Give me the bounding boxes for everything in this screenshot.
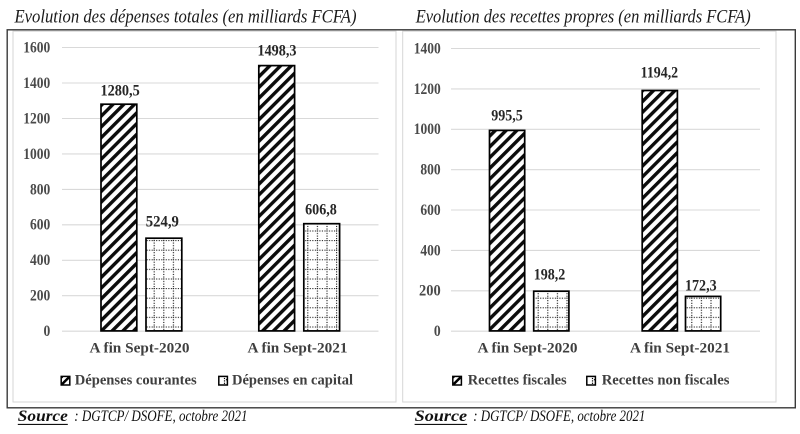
svg-text:: DGTCP/ DSOFE, octobre 2021: : DGTCP/ DSOFE, octobre 2021 bbox=[71, 408, 248, 425]
svg-text:200: 200 bbox=[30, 288, 50, 305]
svg-text:1280,5: 1280,5 bbox=[100, 83, 139, 100]
svg-text:Dépenses courantes: Dépenses courantes bbox=[75, 372, 197, 388]
svg-text:Recettes fiscales: Recettes fiscales bbox=[468, 372, 567, 388]
svg-text:606,8: 606,8 bbox=[305, 202, 337, 219]
svg-text:Source: Source bbox=[18, 408, 68, 425]
svg-text:1400: 1400 bbox=[414, 40, 441, 57]
svg-text:400: 400 bbox=[30, 252, 50, 269]
svg-text:800: 800 bbox=[30, 181, 50, 198]
svg-text:: DGTCP/ DSOFE, octobre 2021: : DGTCP/ DSOFE, octobre 2021 bbox=[470, 408, 645, 425]
svg-text:1600: 1600 bbox=[23, 39, 50, 56]
svg-text:400: 400 bbox=[420, 242, 440, 259]
svg-text:1000: 1000 bbox=[23, 146, 50, 163]
svg-text:1200: 1200 bbox=[414, 81, 441, 98]
svg-text:Dépenses en capital: Dépenses en capital bbox=[232, 372, 353, 388]
svg-text:1200: 1200 bbox=[23, 110, 50, 127]
svg-text:A fin Sept-2021: A fin Sept-2021 bbox=[630, 341, 730, 357]
svg-text:A fin Sept-2021: A fin Sept-2021 bbox=[248, 341, 348, 357]
svg-text:172,3: 172,3 bbox=[685, 277, 717, 294]
svg-text:A fin Sept-2020: A fin Sept-2020 bbox=[478, 341, 578, 357]
svg-text:Evolution des recettes propres: Evolution des recettes propres (en milli… bbox=[415, 7, 751, 28]
svg-text:1000: 1000 bbox=[414, 121, 441, 138]
svg-text:1194,2: 1194,2 bbox=[641, 65, 679, 82]
svg-text:600: 600 bbox=[420, 202, 440, 219]
svg-text:Source: Source bbox=[415, 408, 468, 425]
svg-text:198,2: 198,2 bbox=[534, 267, 566, 284]
svg-text:1498,3: 1498,3 bbox=[258, 43, 297, 60]
svg-text:1400: 1400 bbox=[23, 75, 50, 92]
svg-text:0: 0 bbox=[44, 323, 51, 340]
svg-text:524,9: 524,9 bbox=[146, 214, 179, 231]
svg-text:995,5: 995,5 bbox=[491, 107, 523, 124]
svg-text:600: 600 bbox=[30, 217, 50, 234]
svg-text:0: 0 bbox=[434, 323, 441, 340]
svg-text:Recettes non fiscales: Recettes non fiscales bbox=[602, 372, 730, 388]
svg-text:200: 200 bbox=[419, 283, 441, 300]
svg-text:800: 800 bbox=[420, 162, 440, 179]
svg-text:Evolution des dépenses totales: Evolution des dépenses totales (en milli… bbox=[14, 7, 357, 28]
svg-text:A fin Sept-2020: A fin Sept-2020 bbox=[90, 341, 190, 357]
